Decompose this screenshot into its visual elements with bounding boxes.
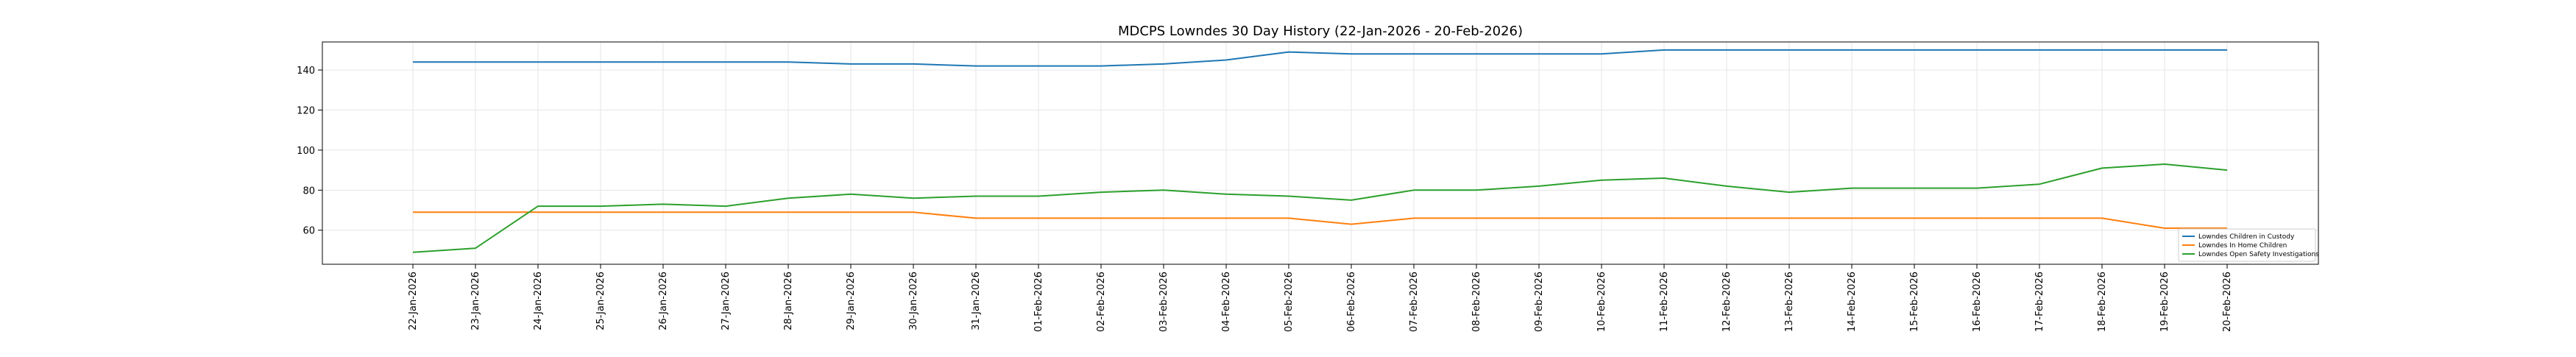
x-tick-label: 23-Jan-2026 bbox=[470, 272, 481, 331]
x-tick-label: 14-Feb-2026 bbox=[1847, 272, 1858, 332]
x-tick-label: 16-Feb-2026 bbox=[1972, 272, 1983, 332]
x-tick-label: 02-Feb-2026 bbox=[1096, 272, 1107, 332]
x-tick-label: 19-Feb-2026 bbox=[2159, 272, 2170, 332]
x-tick-label: 15-Feb-2026 bbox=[1909, 272, 1920, 332]
x-tick-label: 27-Jan-2026 bbox=[721, 272, 732, 331]
series-line-3 bbox=[412, 163, 2228, 253]
legend-label: Lowndes Children in Custody bbox=[2198, 233, 2295, 241]
x-tick-label: 30-Jan-2026 bbox=[908, 272, 919, 331]
x-tick-label: 28-Jan-2026 bbox=[783, 272, 794, 331]
chart-title: MDCPS Lowndes 30 Day History (22-Jan-202… bbox=[1118, 24, 1523, 39]
x-tick-label: 13-Feb-2026 bbox=[1784, 272, 1795, 332]
y-tick-label: 100 bbox=[297, 146, 315, 157]
series-layer bbox=[412, 49, 2228, 253]
y-tick-label: 140 bbox=[297, 66, 315, 77]
x-tick-label: 10-Feb-2026 bbox=[1596, 272, 1607, 332]
x-tick-label: 26-Jan-2026 bbox=[658, 272, 669, 331]
axis-layer: 22-Jan-2026 23-Jan-2026 24-Jan-2026 25-Jan-… bbox=[297, 66, 2233, 332]
x-tick-label: 31-Jan-2026 bbox=[971, 272, 982, 331]
x-tick-label: 07-Feb-2026 bbox=[1409, 272, 1420, 332]
y-tick-label: 60 bbox=[302, 226, 315, 237]
legend-label: Lowndes Open Safety Investigations bbox=[2198, 251, 2319, 258]
x-tick-label: 25-Jan-2026 bbox=[595, 272, 606, 331]
x-tick-label: 08-Feb-2026 bbox=[1471, 272, 1482, 332]
x-tick-label: 29-Jan-2026 bbox=[846, 272, 857, 331]
y-tick-label: 120 bbox=[297, 106, 315, 117]
x-tick-label: 05-Feb-2026 bbox=[1284, 272, 1295, 332]
plot-frame bbox=[322, 41, 2319, 265]
series-line-2 bbox=[413, 211, 2227, 229]
x-tick-label: 06-Feb-2026 bbox=[1346, 272, 1357, 332]
x-tick-label: 17-Feb-2026 bbox=[2034, 272, 2045, 332]
x-tick-label: 09-Feb-2026 bbox=[1534, 272, 1545, 332]
y-tick-label: 80 bbox=[302, 185, 315, 197]
series-line-1 bbox=[413, 49, 2227, 67]
x-tick-label: 22-Jan-2026 bbox=[408, 272, 419, 331]
x-tick-label: 01-Feb-2026 bbox=[1033, 272, 1044, 332]
legend-box bbox=[2178, 228, 2316, 262]
x-tick-label: 20-Feb-2026 bbox=[2222, 272, 2233, 332]
x-tick-label: 12-Feb-2026 bbox=[1722, 272, 1733, 332]
legend-label: Lowndes In Home Children bbox=[2198, 242, 2287, 250]
x-tick-label: 11-Feb-2026 bbox=[1659, 272, 1670, 332]
x-tick-label: 04-Feb-2026 bbox=[1221, 272, 1232, 332]
x-tick-label: 18-Feb-2026 bbox=[2097, 272, 2108, 332]
grid-layer bbox=[322, 42, 2318, 264]
x-tick-label: 03-Feb-2026 bbox=[1158, 272, 1170, 332]
x-tick-label: 24-Jan-2026 bbox=[533, 272, 544, 331]
